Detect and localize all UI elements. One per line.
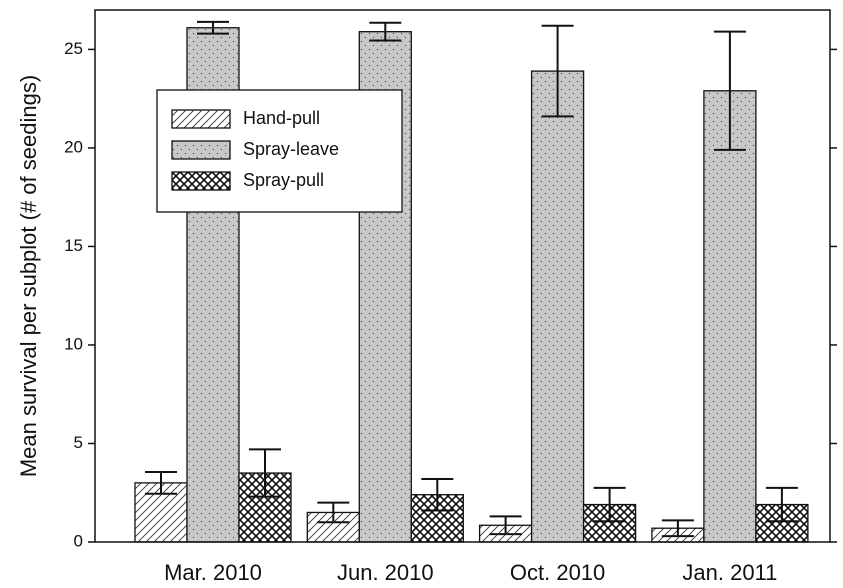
- legend-label: Spray-pull: [243, 170, 324, 190]
- error-bar: [713, 30, 746, 151]
- error-bar: [145, 471, 177, 495]
- error-bar: [317, 501, 350, 524]
- y-tick-label: 5: [74, 433, 83, 452]
- x-tick-label: Oct. 2010: [510, 560, 605, 585]
- error-bar: [593, 486, 626, 523]
- error-bar: [489, 515, 522, 536]
- y-tick-label: 20: [64, 137, 83, 156]
- error-bar: [661, 519, 694, 538]
- y-tick-label: 15: [64, 236, 83, 255]
- bar: [703, 90, 757, 543]
- y-tick-label: 25: [64, 39, 83, 58]
- error-bar: [421, 477, 454, 512]
- error-bar: [249, 448, 281, 498]
- error-bar: [369, 21, 402, 42]
- legend-swatch: [171, 171, 231, 191]
- x-tick-label: Mar. 2010: [164, 560, 262, 585]
- error-bar: [765, 486, 798, 523]
- legend-swatch: [171, 140, 231, 160]
- legend-label: Hand-pull: [243, 108, 320, 128]
- legend-label: Spray-leave: [243, 139, 339, 159]
- y-tick-label: 10: [64, 334, 83, 353]
- error-bar: [197, 20, 229, 35]
- x-tick-label: Jan. 2011: [682, 560, 777, 585]
- bar: [530, 70, 585, 543]
- plot-frame: [94, 9, 831, 543]
- y-tick-label: 0: [74, 531, 83, 550]
- legend-swatch: [171, 109, 231, 129]
- x-tick-label: Jun. 2010: [337, 560, 434, 585]
- error-bar: [541, 24, 574, 118]
- y-axis-label: Mean survival per subplot (# of seedings…: [16, 75, 41, 477]
